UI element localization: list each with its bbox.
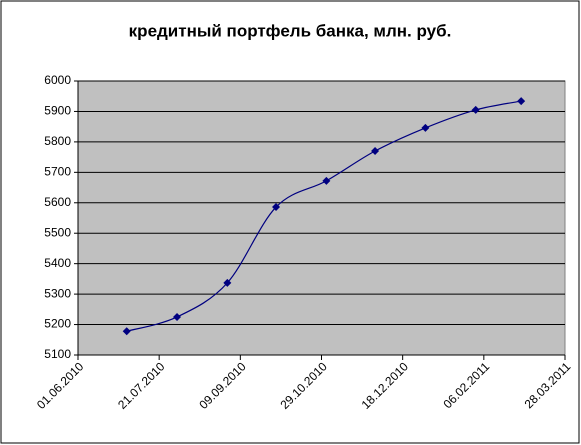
marker xyxy=(272,203,281,212)
y-tick-label: 5900 xyxy=(44,104,71,118)
y-tick-label: 5600 xyxy=(44,195,71,209)
y-tick-label: 5100 xyxy=(44,347,71,361)
y-tick-label: 5700 xyxy=(44,165,71,179)
marker xyxy=(322,176,331,185)
y-tick-label: 6000 xyxy=(44,73,71,87)
marker xyxy=(421,123,430,132)
y-tick-label: 5200 xyxy=(44,317,71,331)
marker xyxy=(223,278,232,287)
y-tick-label: 5400 xyxy=(44,256,71,270)
y-tick-label: 5300 xyxy=(44,286,71,300)
marker xyxy=(122,327,131,336)
marker xyxy=(371,147,380,156)
chart-title: кредитный портфель банка, млн. руб. xyxy=(129,21,452,40)
marker xyxy=(173,312,182,321)
y-tick-label: 5500 xyxy=(44,225,71,239)
plot-area xyxy=(77,80,566,356)
y-tick-label: 5800 xyxy=(44,134,71,148)
marker xyxy=(517,97,526,106)
marker xyxy=(471,105,480,114)
